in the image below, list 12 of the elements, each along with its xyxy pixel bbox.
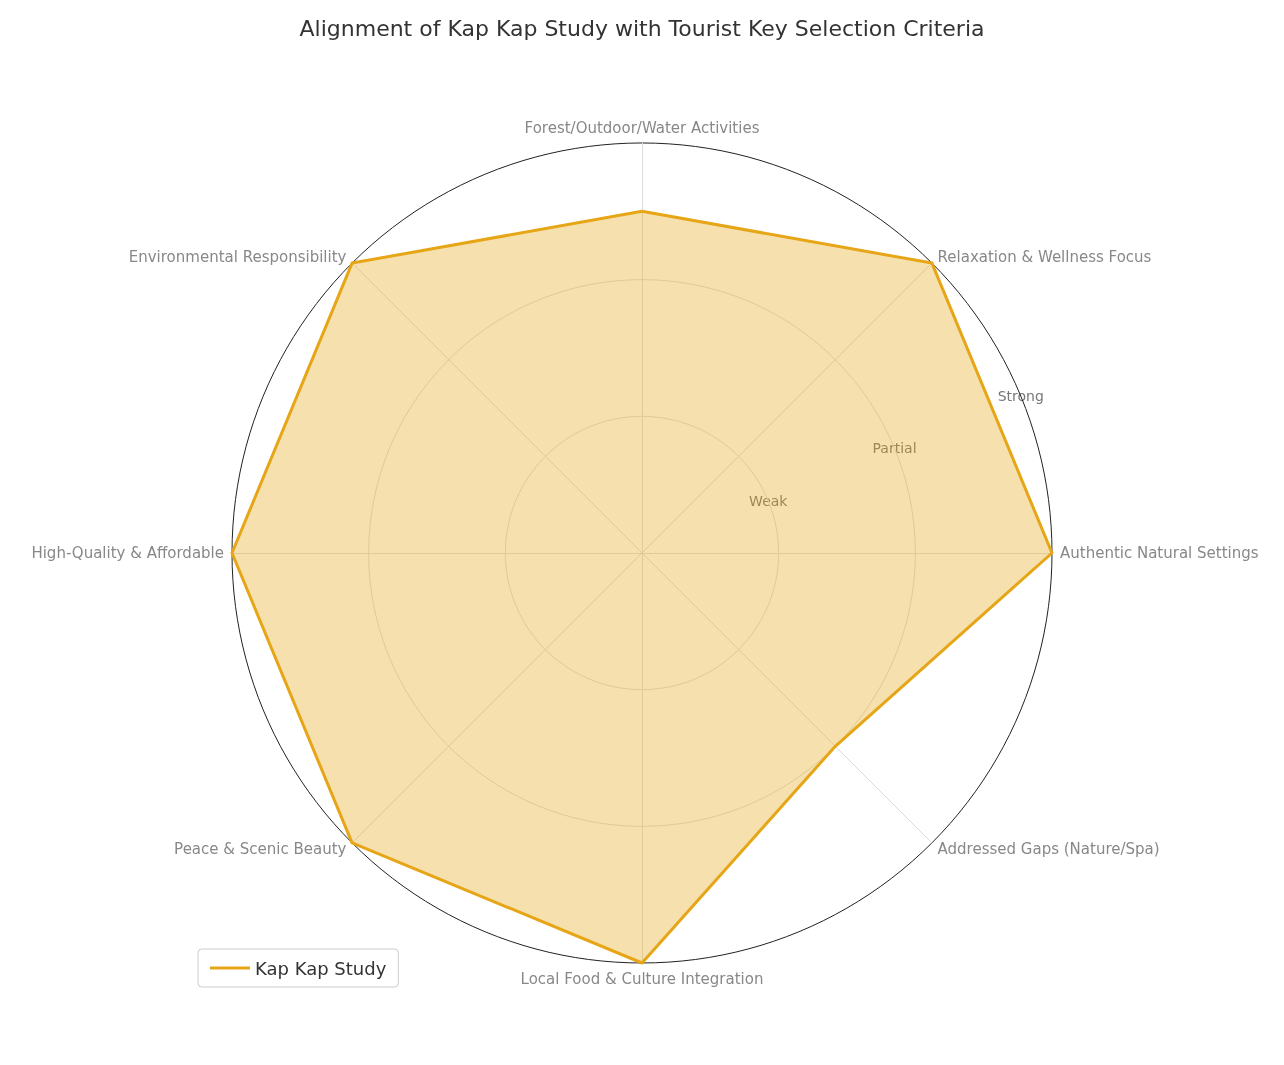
spoke-label: High-Quality & Affordable bbox=[31, 544, 224, 562]
spoke-label: Relaxation & Wellness Focus bbox=[937, 248, 1152, 267]
spoke-label: Authentic Natural Settings bbox=[1060, 544, 1259, 562]
spoke-label: Local Food & Culture Integration bbox=[520, 969, 764, 988]
spoke-label: Forest/Outdoor/Water Activities bbox=[524, 118, 760, 137]
spoke-label: Peace & Scenic Beauty bbox=[174, 839, 347, 858]
spoke-label: Addressed Gaps (Nature/Spa) bbox=[937, 839, 1160, 858]
y-tick-label: Partial bbox=[872, 440, 917, 457]
chart-title: Alignment of Kap Kap Study with Tourist Key Selection Criteria bbox=[299, 15, 985, 41]
y-tick-label: Weak bbox=[749, 492, 789, 509]
legend-label: Kap Kap Study bbox=[255, 957, 387, 979]
spoke-label: Environmental Responsibility bbox=[128, 248, 347, 267]
